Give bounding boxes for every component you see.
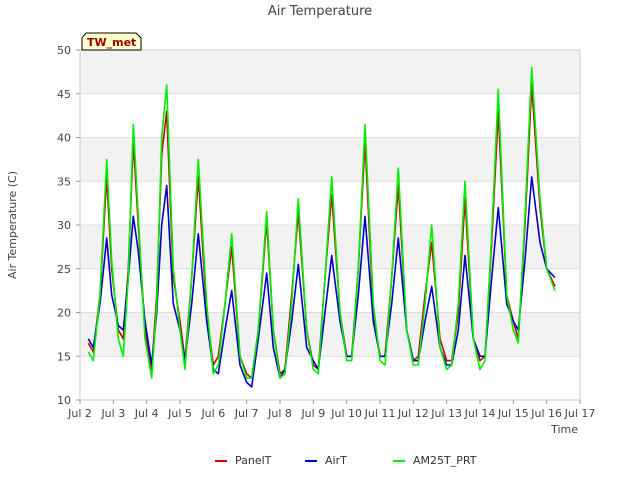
y-tick-label: 20 bbox=[57, 307, 71, 320]
station-tag-box bbox=[81, 32, 142, 51]
x-tick-label: Jul 15 bbox=[497, 407, 529, 420]
legend-label: AirT bbox=[325, 454, 347, 467]
background-band bbox=[80, 137, 580, 182]
y-tick-label: 25 bbox=[57, 263, 71, 276]
y-tick-label: 50 bbox=[57, 44, 71, 57]
x-tick-label: Jul 4 bbox=[134, 407, 159, 420]
x-tick-label: Jul 14 bbox=[464, 407, 496, 420]
x-tick-label: Jul 16 bbox=[530, 407, 562, 420]
chart-title: Air Temperature bbox=[268, 4, 372, 19]
station-tag: TW_met bbox=[81, 32, 142, 51]
x-tick-label: Jul 10 bbox=[330, 407, 362, 420]
x-axis-ticks: Jul 2 Jul 3 Jul 4 Jul 5 Jul 6 Jul 7 Jul 8 Jul 9… bbox=[67, 400, 595, 420]
y-axis-ticks: 10 15 20 25 30 35 40 45 50 bbox=[57, 44, 80, 407]
series-layer bbox=[87, 66, 556, 388]
x-tick-label: Jul 3 bbox=[100, 407, 125, 420]
x-tick-label: Jul 13 bbox=[430, 407, 462, 420]
x-tick-label: Jul 17 bbox=[564, 407, 596, 420]
y-tick-label: 40 bbox=[57, 132, 71, 145]
x-tick-label: Jul 6 bbox=[200, 407, 225, 420]
y-tick-label: 45 bbox=[57, 88, 71, 101]
legend: PanelT AirT AM25T_PRT bbox=[215, 454, 477, 467]
x-tick-label: Jul 9 bbox=[300, 407, 325, 420]
x-tick-label: Jul 2 bbox=[67, 407, 92, 420]
y-tick-label: 35 bbox=[57, 175, 71, 188]
legend-label: PanelT bbox=[235, 454, 272, 467]
legend-label: AM25T_PRT bbox=[413, 454, 477, 467]
x-tick-label: Jul 8 bbox=[267, 407, 292, 420]
x-tick-label: Jul 12 bbox=[397, 407, 429, 420]
x-tick-label: Jul 7 bbox=[234, 407, 259, 420]
station-tag-label: TW_met bbox=[87, 36, 136, 49]
series-line-am25t-prt bbox=[87, 66, 556, 379]
y-tick-label: 15 bbox=[57, 350, 71, 363]
y-tick-label: 30 bbox=[57, 219, 71, 232]
x-tick-label: Jul 5 bbox=[167, 407, 192, 420]
y-axis-label: Air Temperature (C) bbox=[6, 171, 19, 279]
background-band bbox=[80, 50, 580, 94]
background-band bbox=[80, 312, 580, 357]
y-tick-label: 10 bbox=[57, 394, 71, 407]
x-axis-label: Time bbox=[550, 423, 578, 436]
x-tick-label: Jul 11 bbox=[364, 407, 396, 420]
